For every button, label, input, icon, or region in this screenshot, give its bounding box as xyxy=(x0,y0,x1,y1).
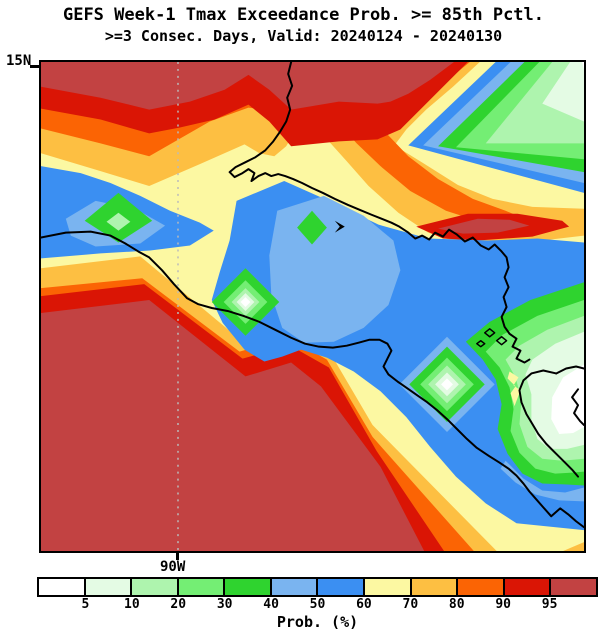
contour-corner-orange xyxy=(563,542,584,551)
colorbar-tick-label: 95 xyxy=(541,597,558,612)
colorbar-tick-label: 50 xyxy=(309,597,326,612)
contour-system-west-minimum xyxy=(41,166,214,259)
longitude-tick-mark xyxy=(176,553,179,560)
colorbar-tick-label: 10 xyxy=(124,597,140,612)
probability-contour-map xyxy=(41,62,584,551)
latitude-tick-label: 15N xyxy=(6,53,32,69)
colorbar-tick-label: 5 xyxy=(81,597,90,612)
colorbar-label: Prob. (%) xyxy=(276,613,359,631)
caribbean-coastline-wiggle xyxy=(571,388,584,427)
colorbar-cell xyxy=(365,579,412,595)
lake-outline xyxy=(483,328,496,338)
longitude-tick-label: 90W xyxy=(160,559,186,575)
contour-system-southwest xyxy=(41,256,497,551)
colorbar-tick-label: 60 xyxy=(356,597,372,612)
pacific-coastline xyxy=(41,230,584,529)
figure-title: GEFS Week-1 Tmax Exceedance Prob. >= 85t… xyxy=(62,5,545,25)
colorbar-cell xyxy=(458,579,505,595)
caribbean-coastline xyxy=(518,369,580,478)
colorbar-tick-label: 80 xyxy=(448,597,465,612)
colorbar-cell xyxy=(132,579,179,595)
colorbar-cell xyxy=(39,579,86,595)
small-lake-mark xyxy=(334,220,345,233)
colorbar xyxy=(37,577,598,597)
colorbar-ticks: 5 10 20 30 40 50 60 70 80 90 95 xyxy=(39,597,596,613)
contour-system-southeast xyxy=(211,181,584,551)
colorbar-tick-label: 40 xyxy=(263,597,279,612)
lake-outline xyxy=(476,339,486,348)
colorbar-cell xyxy=(225,579,272,595)
map-panel xyxy=(39,60,586,553)
caribbean-coastline-spur xyxy=(555,365,584,375)
contour-system-northeast-chevron xyxy=(408,62,584,193)
colorbar-tick-label: 70 xyxy=(402,597,419,612)
contour-brick-wedge xyxy=(438,218,530,234)
colorbar-cell xyxy=(411,579,459,595)
colorbar-cell xyxy=(504,579,552,595)
colorbar-cell xyxy=(178,579,226,595)
colorbar-cell xyxy=(85,579,133,595)
figure-subtitle: >=3 Consec. Days, Valid: 20240124 - 2024… xyxy=(104,27,503,45)
colorbar-tick-label: 20 xyxy=(170,597,187,612)
contour-yellow-bolt xyxy=(507,371,521,407)
colorbar-cell xyxy=(318,579,366,595)
latitude-tick-mark xyxy=(30,65,39,68)
colorbar-cell xyxy=(271,579,319,595)
coastline-borders xyxy=(41,62,584,529)
colorbar-cell xyxy=(551,579,596,595)
colorbar-tick-label: 90 xyxy=(495,597,511,612)
inland-border xyxy=(228,62,531,364)
colorbar-tick-label: 30 xyxy=(216,597,233,612)
lake-outline xyxy=(495,336,508,346)
